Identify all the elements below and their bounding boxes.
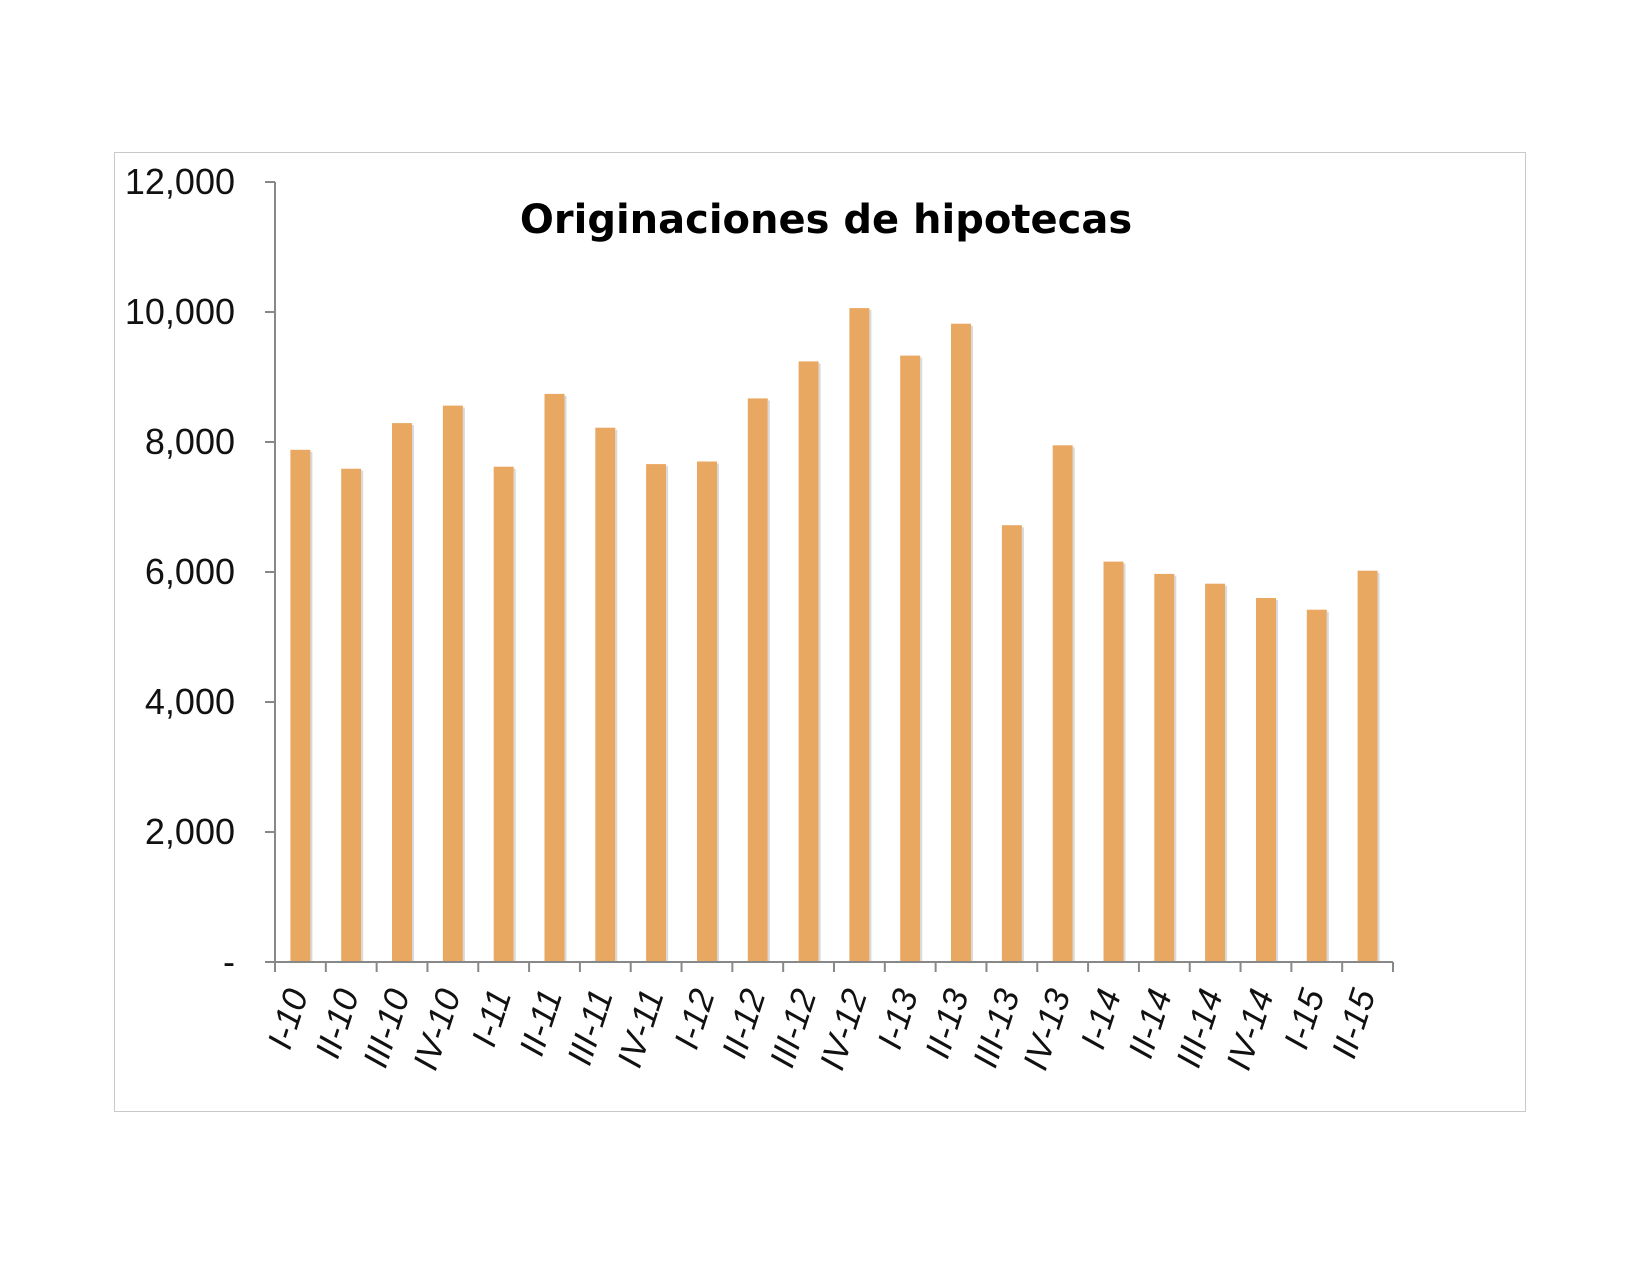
bar-II-11 [544, 393, 565, 962]
bar-shadow [462, 407, 465, 963]
y-tick-label: - [223, 941, 235, 982]
bar-shadow [971, 325, 973, 962]
bar-I-10 [290, 449, 311, 962]
bar-shadow [513, 468, 516, 962]
chart-frame: Originaciones de hipotecas - 2,000 4,000 6,… [114, 152, 1526, 1112]
bar-I-15 [1306, 609, 1327, 962]
y-tick-label: 4,000 [145, 681, 235, 722]
x-tick-label: I-14 [1073, 984, 1129, 1053]
x-tick-label: I-11 [464, 984, 519, 1051]
bar-shadow [920, 357, 923, 963]
bar-shadow [717, 463, 719, 962]
bar-I-11 [493, 466, 514, 962]
y-tick-label: 8,000 [145, 421, 235, 462]
bar-IV-13 [1052, 445, 1073, 963]
y-tick-label: 12,000 [125, 161, 235, 202]
bar-shadow [767, 400, 770, 962]
bar-shadow [361, 470, 364, 962]
bar-shadow [412, 425, 414, 963]
bar-IV-10 [442, 405, 463, 963]
bar-shadow [1123, 563, 1126, 962]
bar-chart: Originaciones de hipotecas - 2,000 4,000 6,… [125, 161, 1394, 1075]
x-tick-label: I-12 [667, 984, 723, 1053]
y-tick-label: 10,000 [125, 291, 235, 332]
axes-layer [265, 181, 1394, 972]
bar-shadow [1072, 447, 1075, 963]
bar-III-10 [392, 423, 412, 963]
bar-II-10 [341, 468, 362, 962]
bar-IV-14 [1256, 598, 1276, 962]
y-tick-label: 2,000 [145, 811, 235, 852]
bar-III-13 [1001, 525, 1022, 962]
bar-II-12 [747, 398, 768, 962]
bar-shadow [1225, 585, 1228, 962]
bar-shadow [1276, 600, 1278, 962]
bar-II-14 [1154, 573, 1175, 962]
bar-IV-12 [849, 308, 870, 963]
x-tick-label: I-15 [1277, 984, 1333, 1054]
bar-shadow [615, 429, 618, 962]
bar-shadow [818, 363, 821, 962]
bar-shadow [1377, 572, 1380, 962]
bar-I-13 [900, 355, 921, 963]
bar-III-14 [1205, 583, 1226, 962]
x-tick-label: I-10 [260, 984, 316, 1054]
bars-layer [290, 308, 1380, 963]
bar-II-13 [951, 323, 971, 962]
bar-III-12 [798, 361, 819, 962]
bar-shadow [869, 310, 872, 963]
bar-shadow [1021, 527, 1024, 962]
chart-title: Originaciones de hipotecas [520, 197, 1132, 243]
bar-III-11 [595, 427, 616, 962]
bar-shadow [1326, 611, 1329, 962]
bar-shadow [564, 395, 567, 962]
bar-IV-11 [646, 464, 667, 962]
x-tick-label: II-15 [1324, 984, 1383, 1063]
x-tick-label: I-13 [870, 984, 926, 1054]
y-tick-label: 6,000 [145, 551, 235, 592]
bar-shadow [666, 466, 669, 962]
bar-II-15 [1357, 570, 1378, 962]
bar-shadow [1174, 575, 1177, 962]
bar-shadow [310, 451, 313, 962]
bar-I-12 [697, 461, 717, 962]
x-tick-label: II-11 [512, 984, 570, 1060]
bar-I-14 [1103, 561, 1124, 962]
